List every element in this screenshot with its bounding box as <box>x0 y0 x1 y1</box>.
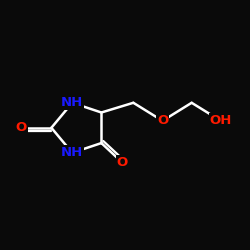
Text: O: O <box>157 114 168 127</box>
Text: OH: OH <box>210 114 232 127</box>
Text: NH: NH <box>61 146 83 159</box>
Text: O: O <box>15 121 26 134</box>
Text: O: O <box>116 156 128 169</box>
Text: NH: NH <box>61 96 83 109</box>
